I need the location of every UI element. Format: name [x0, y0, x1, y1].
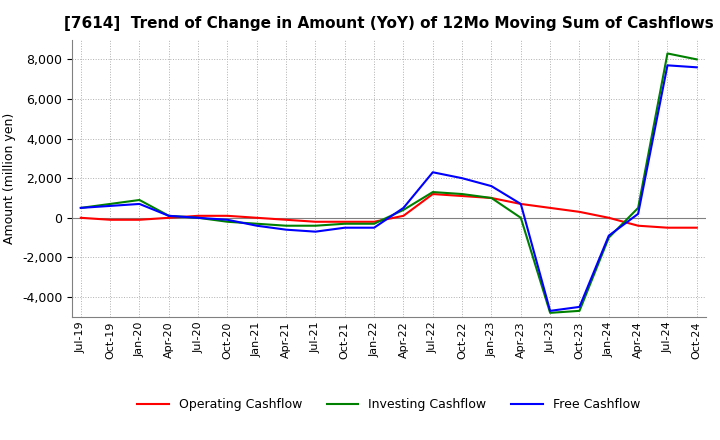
Operating Cashflow — [341, 219, 349, 224]
Operating Cashflow — [663, 225, 672, 231]
Operating Cashflow — [516, 201, 525, 206]
Investing Cashflow — [253, 221, 261, 226]
Investing Cashflow — [194, 215, 202, 220]
Title: [7614]  Trend of Change in Amount (YoY) of 12Mo Moving Sum of Cashflows: [7614] Trend of Change in Amount (YoY) o… — [64, 16, 714, 32]
Investing Cashflow — [311, 223, 320, 228]
Legend: Operating Cashflow, Investing Cashflow, Free Cashflow: Operating Cashflow, Investing Cashflow, … — [132, 393, 645, 416]
Operating Cashflow — [194, 213, 202, 218]
Operating Cashflow — [370, 219, 379, 224]
Operating Cashflow — [311, 219, 320, 224]
Operating Cashflow — [634, 223, 642, 228]
Investing Cashflow — [164, 213, 173, 218]
Free Cashflow — [76, 205, 85, 210]
Free Cashflow — [370, 225, 379, 231]
Free Cashflow — [253, 223, 261, 228]
Investing Cashflow — [106, 201, 114, 206]
Investing Cashflow — [458, 191, 467, 197]
Operating Cashflow — [106, 217, 114, 222]
Operating Cashflow — [223, 213, 232, 218]
Operating Cashflow — [458, 193, 467, 198]
Investing Cashflow — [487, 195, 496, 201]
Operating Cashflow — [253, 215, 261, 220]
Free Cashflow — [164, 213, 173, 218]
Operating Cashflow — [164, 215, 173, 220]
Free Cashflow — [663, 62, 672, 68]
Operating Cashflow — [282, 217, 290, 222]
Free Cashflow — [546, 308, 554, 313]
Investing Cashflow — [575, 308, 584, 313]
Free Cashflow — [693, 65, 701, 70]
Free Cashflow — [458, 176, 467, 181]
Free Cashflow — [575, 304, 584, 310]
Free Cashflow — [106, 203, 114, 209]
Line: Operating Cashflow: Operating Cashflow — [81, 194, 697, 228]
Operating Cashflow — [135, 217, 144, 222]
Free Cashflow — [311, 229, 320, 234]
Operating Cashflow — [76, 215, 85, 220]
Investing Cashflow — [399, 207, 408, 213]
Free Cashflow — [605, 233, 613, 238]
Free Cashflow — [194, 215, 202, 220]
Free Cashflow — [487, 183, 496, 189]
Investing Cashflow — [370, 221, 379, 226]
Free Cashflow — [223, 217, 232, 222]
Free Cashflow — [135, 201, 144, 206]
Investing Cashflow — [341, 221, 349, 226]
Investing Cashflow — [605, 235, 613, 240]
Free Cashflow — [516, 201, 525, 206]
Line: Investing Cashflow: Investing Cashflow — [81, 53, 697, 313]
Free Cashflow — [428, 169, 437, 175]
Investing Cashflow — [693, 57, 701, 62]
Investing Cashflow — [634, 205, 642, 210]
Operating Cashflow — [605, 215, 613, 220]
Investing Cashflow — [76, 205, 85, 210]
Operating Cashflow — [487, 195, 496, 201]
Investing Cashflow — [135, 197, 144, 202]
Operating Cashflow — [428, 191, 437, 197]
Operating Cashflow — [399, 213, 408, 218]
Free Cashflow — [282, 227, 290, 232]
Investing Cashflow — [546, 310, 554, 315]
Investing Cashflow — [428, 189, 437, 194]
Investing Cashflow — [282, 223, 290, 228]
Investing Cashflow — [223, 219, 232, 224]
Free Cashflow — [341, 225, 349, 231]
Operating Cashflow — [546, 205, 554, 210]
Y-axis label: Amount (million yen): Amount (million yen) — [4, 113, 17, 244]
Investing Cashflow — [663, 51, 672, 56]
Operating Cashflow — [575, 209, 584, 214]
Free Cashflow — [399, 205, 408, 210]
Operating Cashflow — [693, 225, 701, 231]
Investing Cashflow — [516, 215, 525, 220]
Free Cashflow — [634, 211, 642, 216]
Line: Free Cashflow: Free Cashflow — [81, 65, 697, 311]
